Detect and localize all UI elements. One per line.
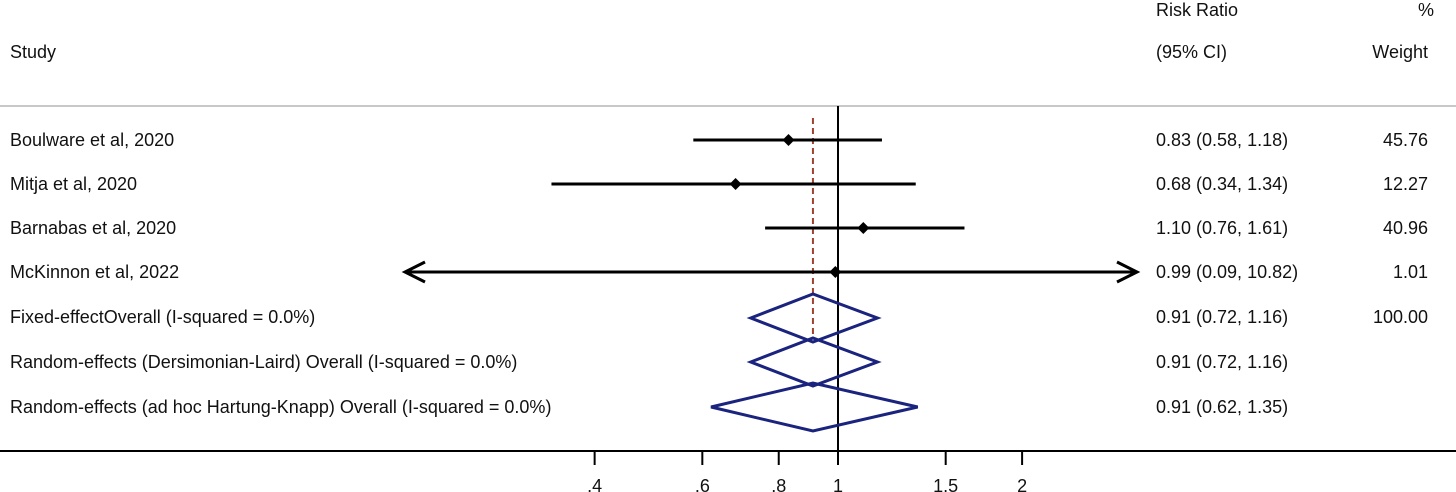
study-label: Mitja et al, 2020 bbox=[10, 174, 138, 194]
study-ci-text: 0.99 (0.09, 10.82) bbox=[1156, 262, 1299, 282]
x-tick-label: .4 bbox=[587, 476, 602, 492]
x-tick-label: .6 bbox=[695, 476, 710, 492]
x-tick-label: 2 bbox=[1017, 476, 1027, 492]
header-study: Study bbox=[10, 42, 57, 62]
point-estimate bbox=[729, 178, 742, 190]
study-weight: 45.76 bbox=[1382, 130, 1428, 150]
point-estimate bbox=[782, 134, 795, 146]
study-weight: 1.01 bbox=[1392, 262, 1428, 282]
header-weight-line1: % bbox=[1417, 0, 1434, 20]
study-weight: 12.27 bbox=[1382, 174, 1428, 194]
study-weight: 40.96 bbox=[1382, 218, 1428, 238]
x-tick-label: 1.5 bbox=[933, 476, 958, 492]
pooled-diamond bbox=[710, 381, 919, 433]
study-ci-text: 0.83 (0.58, 1.18) bbox=[1156, 130, 1289, 150]
study-label: Boulware et al, 2020 bbox=[10, 130, 175, 150]
header-effect-line2: (95% CI) bbox=[1156, 42, 1228, 62]
pooled-diamond bbox=[746, 336, 882, 388]
header-effect-line1: Risk Ratio bbox=[1156, 0, 1239, 20]
header-weight-line2: Weight bbox=[1372, 42, 1428, 62]
x-tick-label: .8 bbox=[771, 476, 786, 492]
pooled-ci-text: 0.91 (0.72, 1.16) bbox=[1156, 352, 1289, 372]
point-estimate bbox=[829, 266, 842, 278]
study-label: McKinnon et al, 2022 bbox=[10, 262, 180, 282]
x-tick-label: 1 bbox=[833, 476, 843, 492]
pooled-weight: 100.00 bbox=[1372, 307, 1428, 327]
study-label: Barnabas et al, 2020 bbox=[10, 218, 177, 238]
ci-arrow-left bbox=[401, 260, 426, 284]
ci-arrow-right bbox=[1116, 260, 1141, 284]
pooled-diamond bbox=[746, 292, 882, 344]
point-estimate bbox=[857, 222, 870, 234]
pooled-label: Random-effects (Dersimonian-Laird) Overa… bbox=[10, 352, 518, 372]
pooled-label: Random-effects (ad hoc Hartung-Knapp) Ov… bbox=[10, 397, 552, 417]
study-ci-text: 0.68 (0.34, 1.34) bbox=[1156, 174, 1289, 194]
pooled-label: Fixed-effectOverall (I-squared = 0.0%) bbox=[10, 307, 316, 327]
pooled-ci-text: 0.91 (0.62, 1.35) bbox=[1156, 397, 1289, 417]
pooled-ci-text: 0.91 (0.72, 1.16) bbox=[1156, 307, 1289, 327]
study-ci-text: 1.10 (0.76, 1.61) bbox=[1156, 218, 1289, 238]
